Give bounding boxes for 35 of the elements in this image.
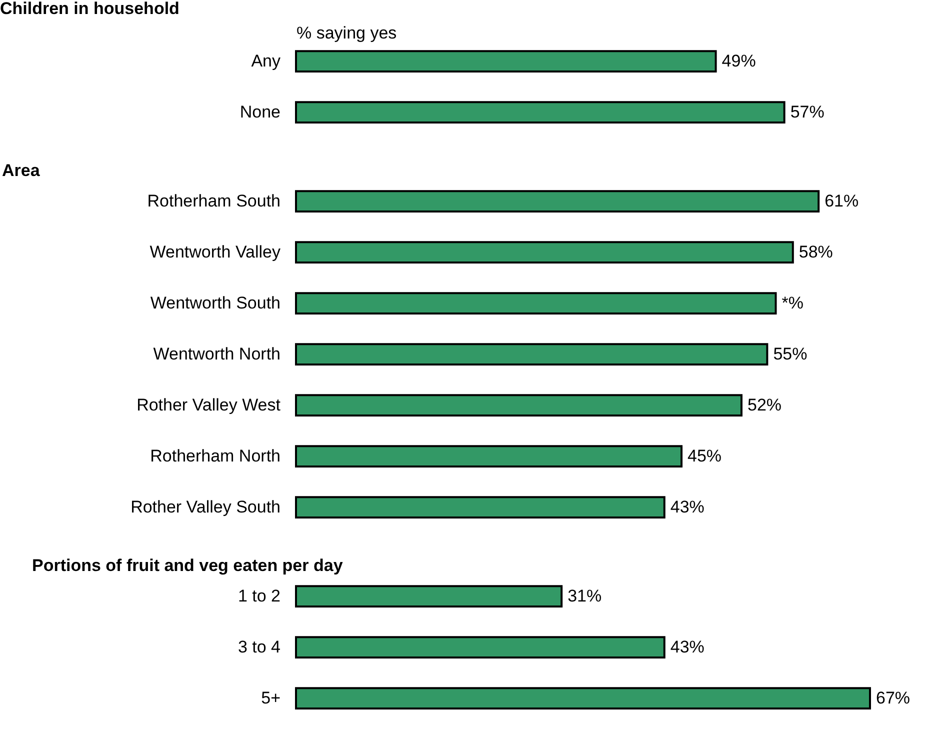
y-tick-label: None xyxy=(240,102,280,122)
data-label: 61% xyxy=(824,191,859,210)
bar xyxy=(295,190,820,212)
y-tick-label: 1 to 2 xyxy=(238,586,280,606)
y-tick-label: Wentworth Valley xyxy=(150,242,281,262)
y-tick-label: Rother Valley South xyxy=(130,497,280,516)
data-label: 49% xyxy=(722,51,756,70)
bar xyxy=(295,496,666,518)
y-tick-label: 3 to 4 xyxy=(238,637,280,656)
text: Area xyxy=(2,161,40,180)
text: Children in household xyxy=(0,0,180,18)
bar xyxy=(295,394,742,416)
data-label: 52% xyxy=(747,395,782,414)
bar xyxy=(295,343,768,366)
bar xyxy=(295,292,777,314)
bar xyxy=(295,445,683,468)
chart-title: Portions of fruit and veg eaten per day xyxy=(32,556,344,575)
data-label: 57% xyxy=(790,102,824,122)
data-label: 43% xyxy=(670,637,704,656)
data-label: 58% xyxy=(798,242,833,262)
y-tick-label: Wentworth South xyxy=(150,293,280,312)
data-label: 45% xyxy=(688,446,722,466)
data-label: *% xyxy=(782,293,804,312)
data-label: 43% xyxy=(670,497,704,516)
y-tick-label: Any xyxy=(251,51,281,70)
x-axis-title: % saying yes xyxy=(296,24,397,42)
y-tick-label: Rother Valley West xyxy=(136,395,281,414)
y-tick-label: Rotherham North xyxy=(150,446,280,466)
data-label: 31% xyxy=(568,586,602,606)
y-tick-label: 5+ xyxy=(261,688,281,708)
data-label: 67% xyxy=(876,688,910,708)
y-tick-label: Wentworth North xyxy=(153,344,280,364)
y-tick-label: Rotherham South xyxy=(147,191,280,210)
data-label: 55% xyxy=(773,344,808,364)
bar xyxy=(295,241,794,264)
